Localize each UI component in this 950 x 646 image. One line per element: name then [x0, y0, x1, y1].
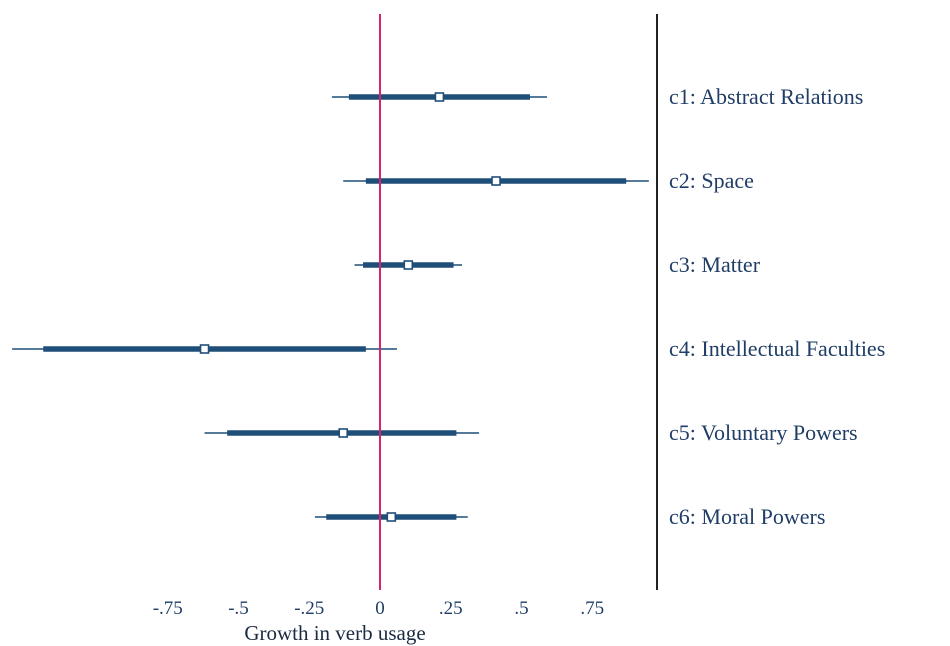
- x-tick-label: -.25: [294, 598, 324, 619]
- point-estimate-marker: [386, 512, 397, 522]
- x-tick-label: -.5: [228, 598, 249, 619]
- estimate-row: [12, 344, 397, 354]
- x-tick-label: 0: [375, 598, 385, 619]
- x-tick-labels: -.75 -.5 -.25 0 .25 .5 .75: [153, 598, 604, 619]
- plot-marks: [12, 92, 649, 522]
- category-label: c2: Space: [669, 168, 754, 193]
- estimate-row: [354, 260, 463, 270]
- estimate-row: [343, 176, 649, 186]
- x-tick-label: .25: [439, 598, 463, 619]
- point-estimate-marker: [434, 92, 445, 102]
- category-label: c3: Matter: [669, 252, 761, 277]
- category-label: c1: Abstract Relations: [669, 84, 863, 109]
- point-estimate-marker: [199, 344, 210, 354]
- estimate-row: [314, 512, 468, 522]
- category-labels: c1: Abstract Relations c2: Space c3: Matte…: [669, 84, 885, 529]
- x-tick-label: -.75: [153, 598, 183, 619]
- category-label: c4: Intellectual Faculties: [669, 336, 885, 361]
- estimate-row: [331, 92, 547, 102]
- category-label: c6: Moral Powers: [669, 504, 825, 529]
- category-label: c5: Voluntary Powers: [669, 420, 858, 445]
- point-estimate-marker: [338, 428, 349, 438]
- x-tick-label: .5: [514, 598, 528, 619]
- x-tick-label: .75: [580, 598, 604, 619]
- x-axis-title: Growth in verb usage: [244, 621, 425, 645]
- estimate-row: [204, 428, 480, 438]
- point-estimate-marker: [403, 260, 414, 270]
- point-estimate-marker: [491, 176, 501, 186]
